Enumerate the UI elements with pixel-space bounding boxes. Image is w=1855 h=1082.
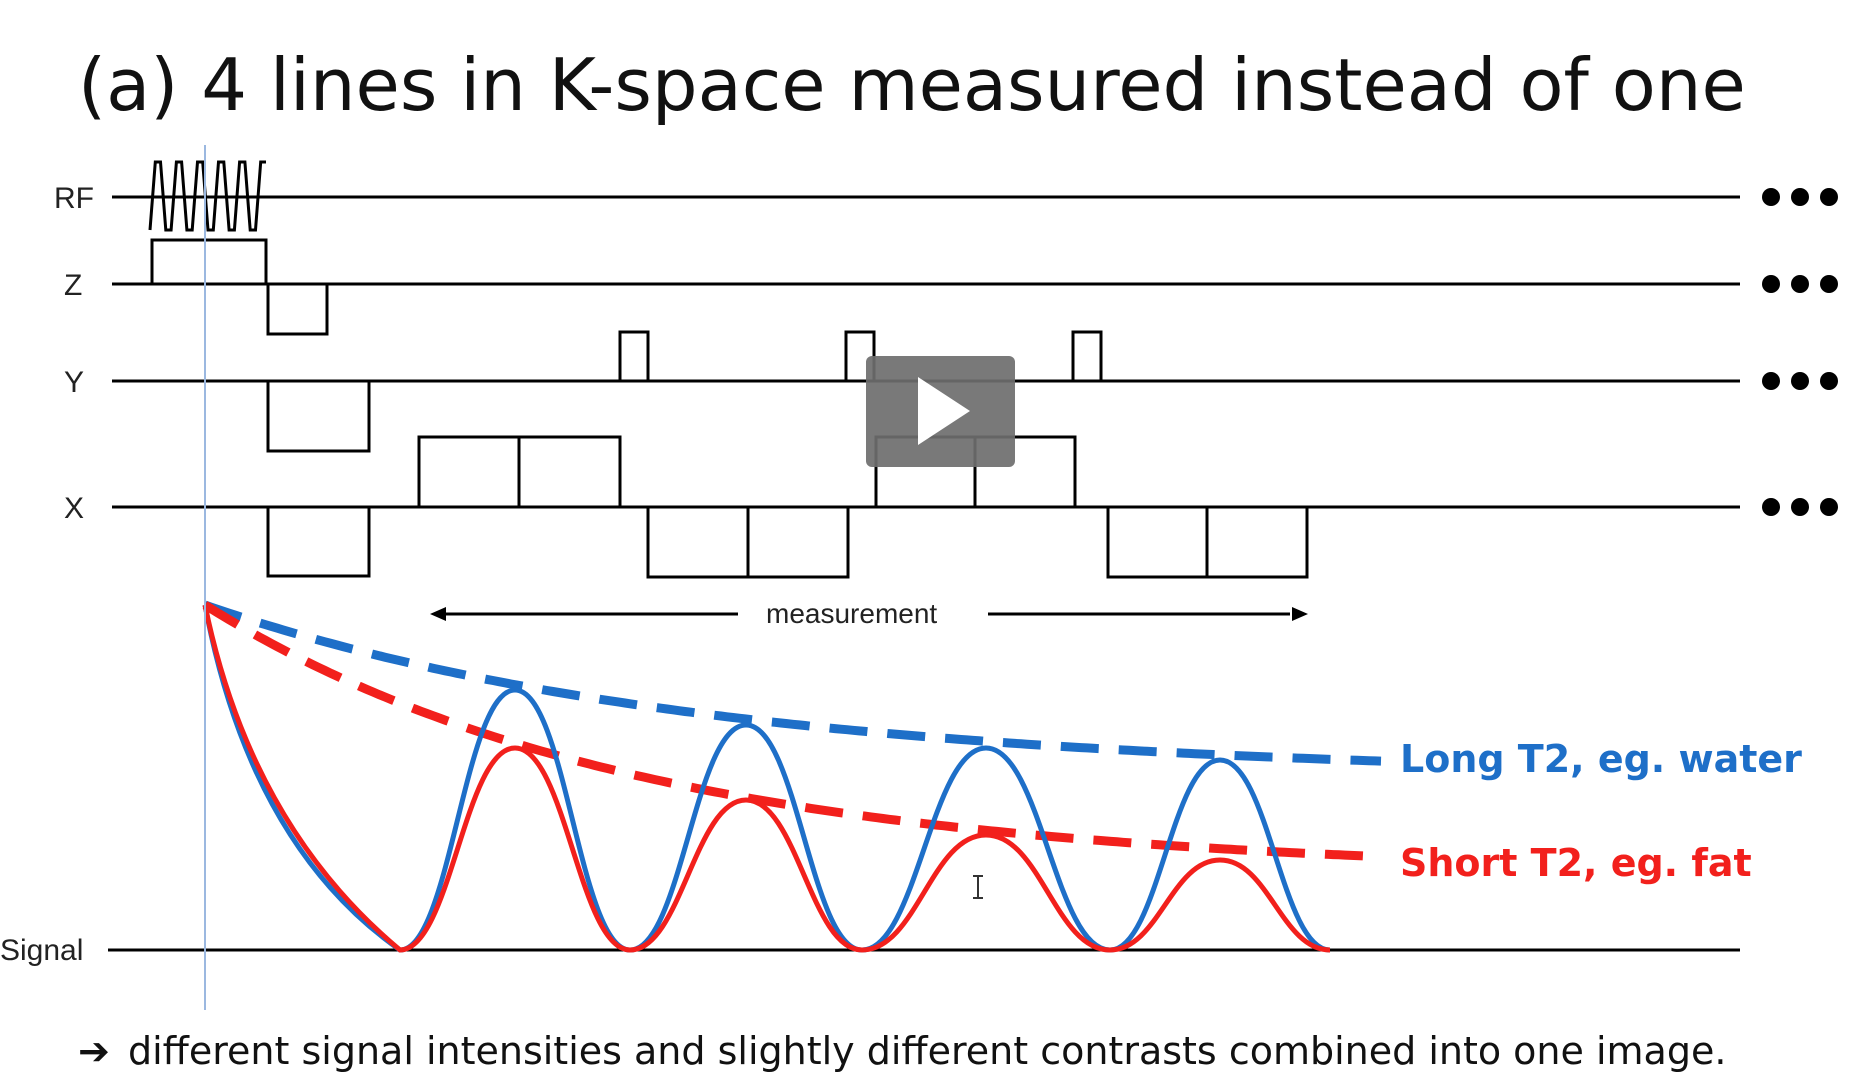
rf-continuation-dots [1762, 188, 1838, 206]
x-continuation-dots [1762, 498, 1838, 516]
x-readout-1 [417, 435, 622, 507]
play-button[interactable] [866, 356, 1015, 467]
y-phase-encode-pulse [266, 381, 371, 453]
measurement-label: measurement [766, 598, 937, 629]
y-blip-1 [618, 330, 650, 381]
long-t2-decay-envelope [203, 600, 1382, 766]
x-row-label: X [64, 492, 84, 525]
z-gradient-pulse [150, 238, 329, 336]
text-cursor-icon [973, 875, 983, 899]
x-prephase-pulse [266, 507, 371, 578]
legend-long-t2: Long T2, eg. water [1400, 737, 1802, 781]
long-t2-echo-signal [202, 604, 1331, 953]
x-readout-4 [1106, 507, 1309, 579]
y-continuation-dots [1762, 372, 1838, 390]
y-row-label: Y [64, 366, 84, 399]
play-icon[interactable] [918, 377, 970, 445]
x-readout-2 [646, 507, 850, 579]
rf-row-label: RF [54, 182, 94, 215]
measurement-arrow [430, 607, 1308, 621]
z-row-label: Z [64, 269, 82, 302]
caption-text: different signal intensities and slightl… [128, 1029, 1726, 1073]
legend-short-t2: Short T2, eg. fat [1400, 841, 1752, 885]
signal-row-label: Signal [0, 934, 83, 967]
slide-title: (a) 4 lines in K-space measured instead … [78, 43, 1746, 127]
short-t2-decay-envelope [202, 601, 1382, 862]
z-continuation-dots [1762, 275, 1838, 293]
rf-pulse-waveform [148, 160, 266, 232]
y-blip-3 [1071, 330, 1103, 381]
short-t2-echo-signal [202, 604, 1331, 953]
caption-arrow: ➔ [78, 1029, 110, 1073]
